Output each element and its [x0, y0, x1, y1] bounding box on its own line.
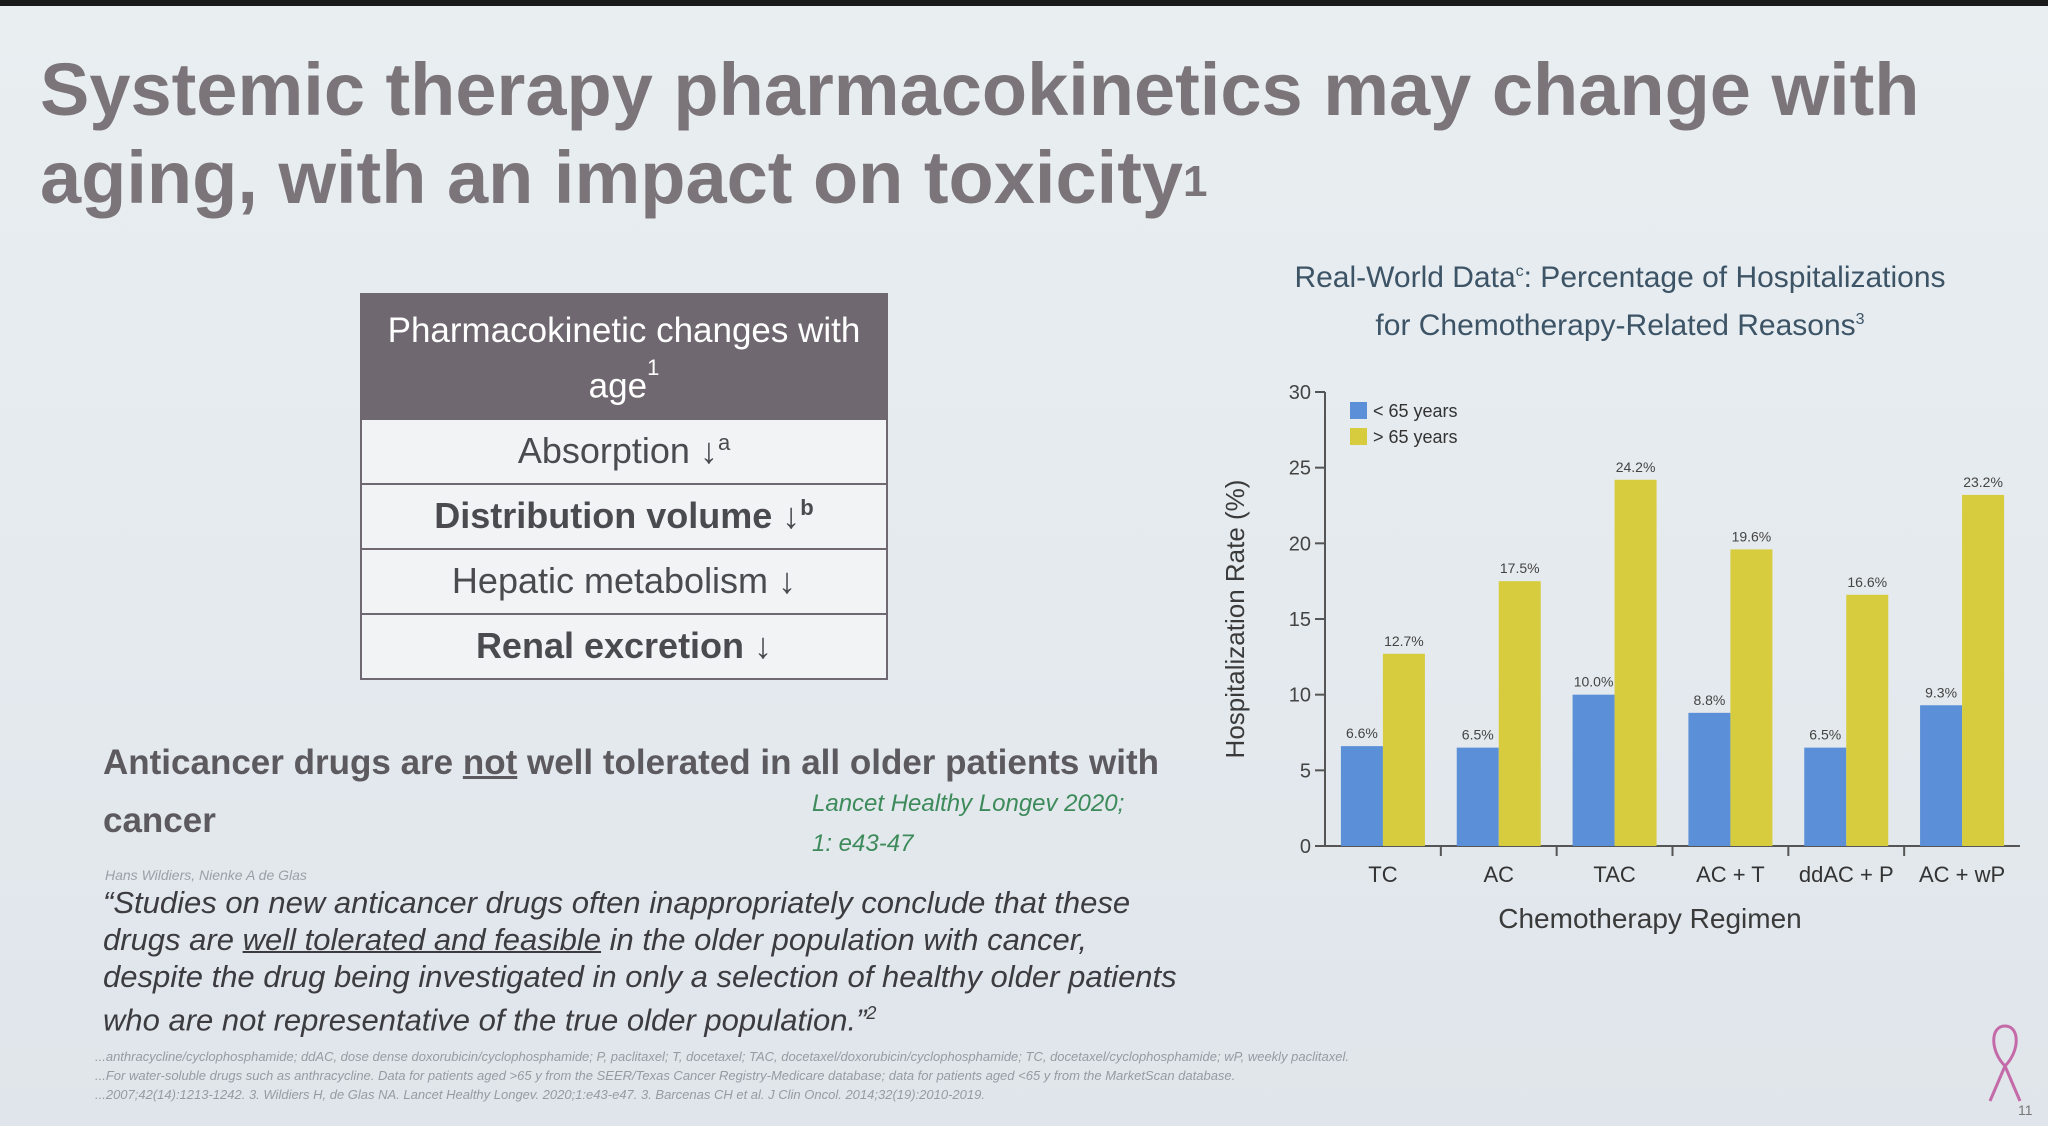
bar-value-label: 16.6% — [1847, 574, 1887, 590]
down-arrow-icon: ↓ — [778, 560, 797, 602]
pk-row-label: Renal excretion — [475, 625, 745, 667]
quote-part-2: in the older population with cancer, des… — [103, 922, 1177, 1038]
bar-over-65 — [1382, 653, 1425, 846]
bar-over-65 — [1846, 594, 1889, 846]
x-category-label: AC + wP — [1919, 862, 2005, 887]
pk-table-header-sup: 1 — [647, 355, 660, 380]
down-arrow-icon: ↓ — [754, 625, 773, 667]
bar-under-65 — [1456, 747, 1499, 846]
bar-value-label: 6.5% — [1809, 727, 1841, 743]
pk-changes-table: Pharmacokinetic changes with age1 Absorp… — [360, 293, 888, 680]
bar-value-label: 12.7% — [1384, 633, 1424, 649]
chart-title-sup: c — [1515, 263, 1524, 280]
tolerance-citation: Lancet Healthy Longev 2020; 1: e43-47 — [812, 784, 1172, 864]
tolerance-suffix: well tolerated in all older patients wit… — [103, 743, 1160, 840]
citation-authors: Hans Wildiers, Nienke A de Glas — [105, 867, 307, 883]
bar-under-65 — [1340, 746, 1383, 846]
tolerance-statement: Anticancer drugs are not well tolerated … — [103, 734, 1163, 850]
citation-line-1: Lancet Healthy Longev 2020; — [812, 790, 1125, 817]
bar-under-65 — [1920, 705, 1963, 846]
slide: Systemic therapy pharmacokinetics may ch… — [0, 6, 2048, 1126]
pk-row-absorption: Absorption ↓ a — [362, 417, 886, 483]
pk-row-label: Absorption — [517, 430, 690, 472]
chart-x-axis-title: Chemotherapy Regimen — [1498, 903, 1802, 934]
legend-label: > 65 years — [1373, 427, 1458, 447]
legend-label: < 65 years — [1373, 401, 1458, 421]
x-category-label: AC — [1483, 862, 1514, 887]
y-tick-label: 15 — [1289, 609, 1311, 631]
pk-row-label: Distribution volume — [434, 495, 773, 537]
bar-value-label: 17.5% — [1500, 560, 1540, 576]
legend-swatch — [1350, 402, 1367, 419]
x-category-label: AC + T — [1696, 862, 1765, 887]
chart-title: Real-World Datac: Percentage of Hospital… — [1190, 251, 2048, 347]
x-category-label: ddAC + P — [1799, 862, 1894, 887]
bar-value-label: 24.2% — [1616, 459, 1656, 475]
pk-row-sup: b — [800, 495, 814, 521]
bar-value-label: 6.5% — [1462, 727, 1494, 743]
y-tick-label: 30 — [1289, 382, 1311, 404]
bar-value-label: 23.2% — [1963, 474, 2003, 490]
tolerance-emphasis: not — [462, 743, 518, 782]
legend-swatch — [1350, 428, 1367, 445]
slide-title-sup: 1 — [1183, 157, 1208, 206]
chart-title-line-1-rest: : Percentage of Hospitalizations — [1523, 261, 1946, 294]
slide-title-text: Systemic therapy pharmacokinetics may ch… — [40, 48, 1920, 219]
bar-value-label: 8.8% — [1693, 692, 1725, 708]
quote-sup: 2 — [866, 1003, 877, 1023]
pk-table-header: Pharmacokinetic changes with age1 — [362, 295, 886, 418]
bar-under-65 — [1572, 694, 1615, 846]
footnote-line-3: ...2007;42(14):1213-1242. 3. Wildiers H,… — [95, 1087, 985, 1102]
y-tick-label: 5 — [1300, 760, 1311, 782]
pk-table-header-text: Pharmacokinetic changes with age — [387, 311, 861, 406]
pk-row-distribution-volume: Distribution volume ↓ b — [362, 482, 886, 548]
slide-title: Systemic therapy pharmacokinetics may ch… — [40, 46, 2000, 222]
bar-value-label: 9.3% — [1925, 684, 1957, 700]
bar-value-label: 6.6% — [1346, 725, 1378, 741]
bar-over-65 — [1498, 581, 1541, 846]
footnote-line-1: ...anthracycline/cyclophosphamide; ddAC,… — [95, 1049, 1349, 1064]
footnote-line-2: ...For water-soluble drugs such as anthr… — [95, 1068, 1236, 1083]
y-tick-label: 25 — [1289, 458, 1311, 480]
bar-over-65 — [1614, 479, 1657, 846]
hospitalization-bar-chart: 0 5 10 15 20 25 30 Hospitalization Rate (%) 6.6%… — [1220, 382, 2020, 887]
ribbon-icon — [1988, 1024, 2022, 1102]
down-arrow-icon: ↓ — [699, 430, 718, 472]
chart-title-line-2-sup: 3 — [1855, 311, 1865, 328]
quote-underlined: well tolerated and feasible — [242, 922, 602, 957]
bar-value-label: 19.6% — [1732, 528, 1772, 544]
down-arrow-icon: ↓ — [782, 495, 801, 537]
pk-row-hepatic-metabolism: Hepatic metabolism ↓ — [362, 547, 886, 613]
y-tick-label: 10 — [1289, 685, 1311, 707]
page-number: 11 — [2018, 1102, 2033, 1118]
bar-value-label: 10.0% — [1574, 674, 1614, 690]
quote-part-1: “Studies on new anticancer drugs often i… — [103, 885, 1131, 957]
y-tick-label: 20 — [1289, 533, 1311, 555]
y-axis-title: Hospitalization Rate (%) — [1220, 480, 1250, 759]
x-category-label: TC — [1368, 862, 1397, 887]
bar-over-65 — [1962, 494, 2005, 846]
pk-row-sup: a — [717, 430, 731, 456]
chart-title-line-1: Real-World Data — [1294, 261, 1516, 294]
chart-title-line-2: for Chemotherapy-Related Reasons — [1375, 309, 1856, 342]
bar-under-65 — [1688, 712, 1731, 846]
bar-over-65 — [1730, 549, 1773, 846]
tolerance-prefix: Anticancer drugs are — [103, 743, 463, 782]
pk-row-label: Hepatic metabolism — [451, 560, 769, 602]
y-tick-label: 0 — [1300, 836, 1311, 858]
quote-block: “Studies on new anticancer drugs often i… — [103, 884, 1183, 1038]
citation-line-2: 1: e43-47 — [812, 830, 914, 857]
x-category-label: TAC — [1593, 862, 1635, 887]
pk-row-renal-excretion: Renal excretion ↓ — [362, 612, 886, 678]
footnotes: ...anthracycline/cyclophosphamide; ddAC,… — [95, 1047, 1745, 1104]
bar-under-65 — [1804, 747, 1847, 846]
